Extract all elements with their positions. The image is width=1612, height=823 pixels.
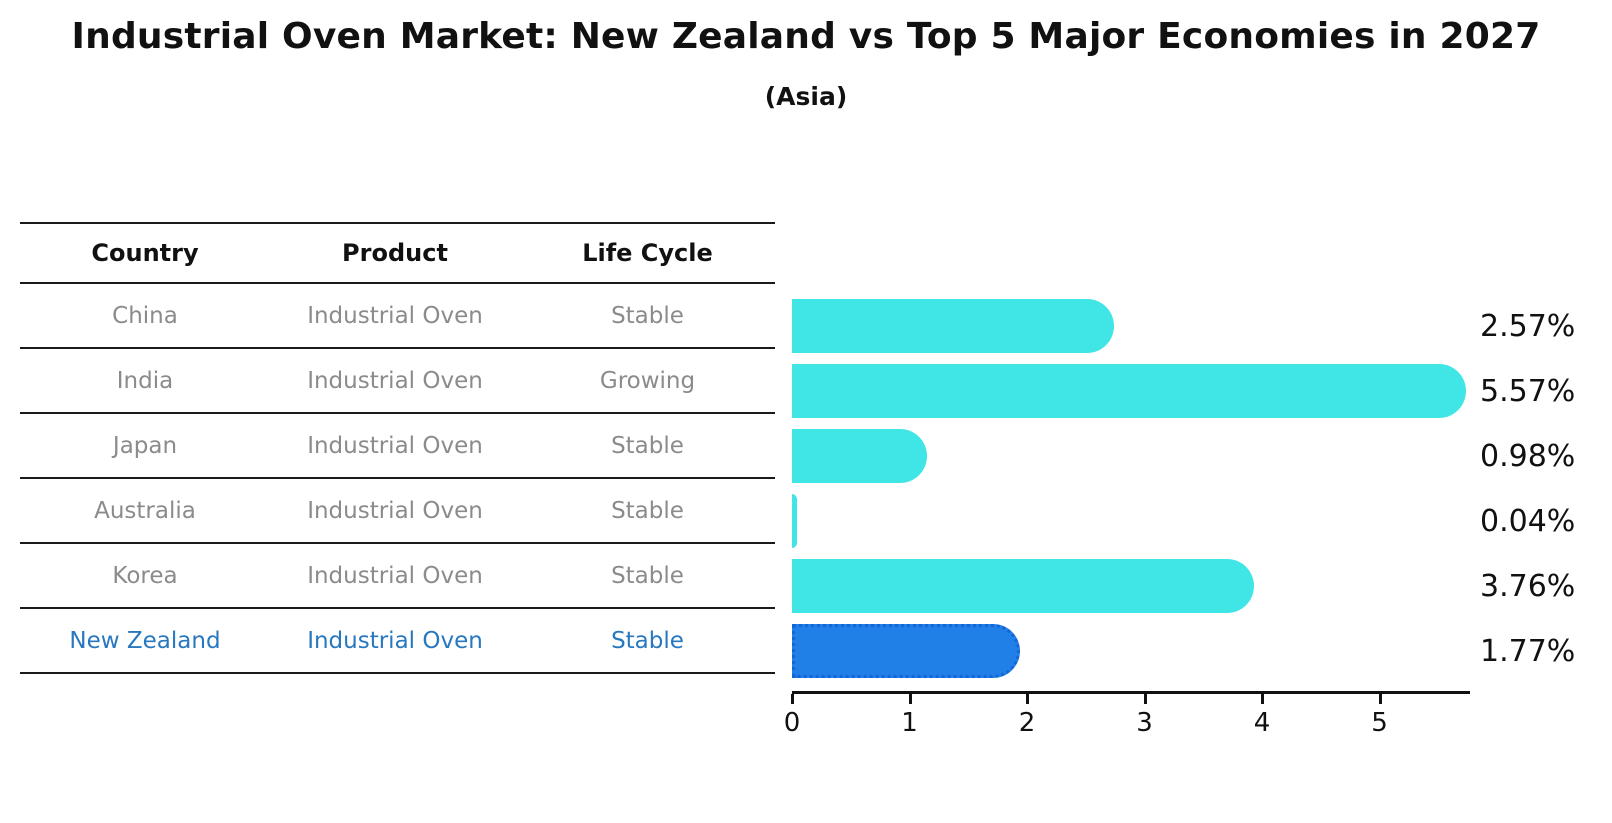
bar-value-label-japan: 0.98% bbox=[1480, 439, 1576, 474]
x-axis-tick-label: 1 bbox=[901, 708, 918, 738]
bar-band bbox=[792, 424, 1470, 489]
country-cell: Japan bbox=[112, 432, 178, 459]
table-row-india: India Industrial Oven Growing bbox=[20, 349, 775, 414]
x-axis-tick-label: 2 bbox=[1018, 708, 1036, 738]
lifecycle-cell: Stable bbox=[611, 627, 684, 654]
x-axis-tick-label: 4 bbox=[1253, 708, 1271, 738]
bar-band bbox=[792, 489, 1470, 554]
chart-subtitle: (Asia) bbox=[764, 82, 848, 111]
lifecycle-cell: Stable bbox=[611, 432, 684, 459]
bar-japan bbox=[792, 429, 928, 483]
x-axis-tick bbox=[1378, 694, 1382, 704]
bar-value-label-korea: 3.76% bbox=[1480, 569, 1576, 604]
value-labels-column: 2.57% 5.57% 0.98% 0.04% 3.76% 1.77% bbox=[1480, 294, 1610, 684]
country-cell: Australia bbox=[94, 497, 196, 524]
country-cell: China bbox=[112, 302, 178, 329]
col-header-product: Product bbox=[342, 239, 448, 267]
bar-value-label-new-zealand: 1.77% bbox=[1480, 634, 1576, 669]
country-cell: Korea bbox=[112, 562, 178, 589]
x-axis-tick bbox=[1261, 694, 1265, 704]
table-row-korea: Korea Industrial Oven Stable bbox=[20, 544, 775, 609]
bar-china bbox=[792, 299, 1114, 353]
product-cell: Industrial Oven bbox=[307, 497, 483, 524]
x-axis-tick bbox=[791, 694, 794, 704]
col-header-country: Country bbox=[91, 239, 199, 267]
lifecycle-cell: Stable bbox=[611, 562, 684, 589]
table-row-australia: Australia Industrial Oven Stable bbox=[20, 479, 775, 544]
bar-band bbox=[792, 359, 1470, 424]
product-cell: Industrial Oven bbox=[307, 302, 483, 329]
lifecycle-cell: Growing bbox=[599, 367, 696, 394]
bars-container bbox=[792, 294, 1470, 684]
col-header-life-cycle: Life Cycle bbox=[582, 239, 713, 267]
chart-title: Industrial Oven Market: New Zealand vs T… bbox=[71, 16, 1541, 57]
x-axis-tick-label: 5 bbox=[1371, 708, 1388, 738]
bar-new-zealand bbox=[792, 624, 1020, 678]
bar-india bbox=[792, 364, 1467, 418]
bar-value-label-india: 5.57% bbox=[1480, 374, 1576, 409]
product-cell: Industrial Oven bbox=[307, 367, 483, 394]
bar-australia bbox=[792, 494, 797, 548]
table-row-china: China Industrial Oven Stable bbox=[20, 284, 775, 349]
lifecycle-cell: Stable bbox=[611, 497, 684, 524]
x-axis-tick bbox=[1026, 694, 1029, 704]
x-axis-tick bbox=[1143, 694, 1147, 704]
table-header-row: Country Product Life Cycle bbox=[20, 222, 775, 284]
product-cell: Industrial Oven bbox=[307, 627, 483, 654]
bar-value-label-australia: 0.04% bbox=[1480, 504, 1576, 539]
table-row-new-zealand: New Zealand Industrial Oven Stable bbox=[20, 609, 775, 674]
bar-plot-area: 0 1 2 3 4 5 bbox=[784, 294, 1470, 738]
bar-band bbox=[792, 554, 1470, 619]
bar-value-label-china: 2.57% bbox=[1480, 309, 1576, 344]
country-cell: India bbox=[116, 367, 174, 394]
product-cell: Industrial Oven bbox=[307, 432, 483, 459]
table-row-japan: Japan Industrial Oven Stable bbox=[20, 414, 775, 479]
x-axis-tick-label: 3 bbox=[1136, 708, 1153, 738]
x-axis-tick-label: 0 bbox=[783, 708, 801, 738]
country-table: Country Product Life Cycle China Industri… bbox=[20, 222, 775, 674]
bar-band bbox=[792, 619, 1470, 684]
table-body: China Industrial Oven Stable India Industria… bbox=[20, 284, 775, 674]
bar-band bbox=[792, 294, 1470, 359]
lifecycle-cell: Stable bbox=[611, 302, 684, 329]
country-cell: New Zealand bbox=[69, 627, 221, 654]
bar-korea bbox=[792, 559, 1254, 613]
product-cell: Industrial Oven bbox=[307, 562, 483, 589]
x-axis-tick bbox=[908, 694, 912, 704]
